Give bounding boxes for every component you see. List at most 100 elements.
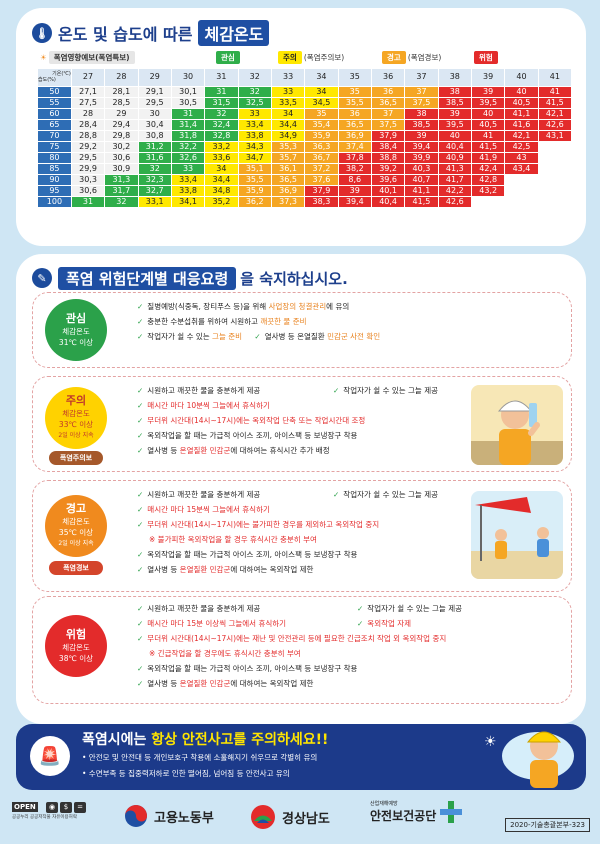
heat-index-cell: 34,4 — [204, 174, 239, 186]
humidity-header: 90 — [38, 174, 72, 186]
check-icon: ✓ — [137, 634, 144, 643]
heat-index-cell: 39 — [438, 108, 472, 120]
taegeuk-icon — [125, 805, 147, 827]
list-item: ✓ 열사병 등 온열질환 민감군에 대하여는 옥외작업 제한 — [137, 565, 314, 574]
siren-icon: 🚨 — [30, 736, 70, 776]
banner-line-2: • 수면부족 등 집중력저하로 인한 떨어짐, 넘어짐 등 안전사고 유의 — [82, 769, 290, 778]
level-alert: 경고 체감온도 35℃ 이상 2일 이상 지속 폭염경보 ✓ 시원하고 깨끗한 물… — [32, 480, 572, 592]
list-item: ✓ 시원하고 깨끗한 물을 충분하게 제공 ✓ 작업자가 쉴 수 있는 그늘 제공 — [137, 490, 439, 499]
heat-index-cell: 40,4 — [371, 196, 406, 208]
heat-index-cell: 39,5 — [471, 97, 506, 109]
check-icon: ✓ — [137, 505, 144, 514]
temperature-header: 39 — [471, 69, 506, 87]
heat-index-cell: 32 — [204, 108, 239, 120]
heat-index-cell: 35,1 — [238, 163, 272, 175]
heat-index-cell: 40 — [438, 130, 472, 142]
heat-index-cell — [538, 163, 573, 175]
heat-index-cell: 32 — [138, 163, 172, 175]
heat-index-cell: 30,4 — [138, 119, 172, 131]
temperature-header: 31 — [204, 69, 239, 87]
humidity-header: 50 — [38, 86, 72, 98]
heat-index-cell: 35 — [338, 86, 372, 98]
heat-index-cell: 35,3 — [271, 141, 306, 153]
heat-index-cell: 32,7 — [138, 185, 172, 197]
publication-code: 2020-기술총괄본부-323 — [505, 818, 590, 832]
heat-index-cell: 34,3 — [238, 141, 272, 153]
heat-index-cell: 37,9 — [304, 185, 339, 197]
heat-index-cell: 35,9 — [304, 130, 339, 142]
moel-logo: 고용노동부 — [124, 804, 214, 828]
heat-index-cell: 8,6 — [338, 174, 372, 186]
list-item: ✓ 열사병 등 온열질환 민감군에 대하여는 옥외작업 제한 — [137, 679, 314, 688]
temperature-header-row: 기온(℃) 습도(%) 27 28 29 30 31 32 33 34 35 36 37 38 39 40… — [38, 69, 573, 87]
danger-badge: 위험 체감온도 38℃ 이상 — [45, 615, 107, 677]
heat-index-cell: 39,4 — [338, 196, 372, 208]
heat-index-cell: 29,5 — [71, 152, 106, 164]
heat-index-cell: 41 — [538, 86, 573, 98]
level-warning: 주의 체감온도 33℃ 이상 2일 이상 지속 폭염주의보 ✓ 시원하고 깨끗한 … — [32, 376, 572, 472]
check-icon: ✓ — [357, 604, 364, 613]
heat-index-cell: 30,6 — [71, 185, 106, 197]
warning-items: ✓ 시원하고 깨끗한 물을 충분하게 제공 ✓ 작업자가 쉴 수 있는 그늘 제공 ✓… — [137, 383, 438, 458]
heat-index-cell: 39 — [404, 130, 439, 142]
heat-index-cell: 33 — [238, 108, 272, 120]
heat-index-cell: 37 — [404, 86, 439, 98]
check-icon: ✓ — [333, 490, 340, 499]
heat-index-cell: 40,4 — [438, 141, 472, 153]
check-icon: ✓ — [137, 416, 144, 425]
humidity-header: 65 — [38, 119, 72, 131]
heat-index-title: 🌡 온도 및 습도에 따른 체감온도 — [32, 20, 270, 46]
gyeongnam-logo: 경상남도 — [250, 804, 330, 830]
heat-index-cell: 41,7 — [438, 174, 472, 186]
list-item: ✓ 시원하고 깨끗한 물을 충분하게 제공 ✓ 작업자가 쉴 수 있는 그늘 제공 — [137, 604, 463, 613]
heat-index-cell: 41,1 — [404, 185, 439, 197]
list-item: ✓ 무더위 시간대(14시~17시)에는 재난 및 안전관리 등에 필요한 긴급조… — [137, 634, 447, 643]
heat-index-cell: 41 — [471, 130, 506, 142]
heat-index-cell: 30,8 — [138, 130, 172, 142]
heat-index-cell: 37,2 — [304, 163, 339, 175]
heat-index-cell: 36,5 — [271, 174, 306, 186]
heat-index-cell: 29,8 — [104, 130, 139, 142]
heat-index-cell: 35,5 — [238, 174, 272, 186]
humidity-header: 75 — [38, 141, 72, 153]
heat-index-cell: 28 — [71, 108, 106, 120]
table-row: 100 31 32 33,1 34,1 35,2 36,2 37,3 38,3 39,4 40,4 4… — [38, 196, 573, 208]
heat-index-cell: 30,1 — [171, 86, 206, 98]
check-icon: ✓ — [137, 619, 144, 628]
temperature-header: 38 — [438, 69, 472, 87]
legend-caution: 관심 — [216, 50, 240, 64]
table-row: 95 30,6 31,7 32,7 33,8 34,8 35,9 36,9 37,9 39 40,1… — [38, 185, 573, 197]
heat-index-cell: 38 — [404, 108, 439, 120]
banner-line-1: • 안전모 및 안전대 등 개인보호구 착용에 소홀해지기 쉬우므로 각별히 유… — [82, 753, 318, 762]
list-item: ✓ 옥외작업을 할 때는 가급적 아이스 조끼, 아이스팩 등 보냉장구 착용 — [137, 664, 358, 673]
heat-index-cell: 29 — [104, 108, 139, 120]
heat-index-cell: 31 — [71, 196, 106, 208]
legend-heat-forecast: ☀ 폭염영향예보(폭염특보) — [40, 50, 135, 64]
heat-index-cell: 34,1 — [171, 196, 206, 208]
heat-index-cell — [538, 174, 573, 186]
heat-index-cell: 28,4 — [71, 119, 106, 131]
heat-index-cell: 29,4 — [104, 119, 139, 131]
heat-index-cell — [538, 185, 573, 197]
heat-index-cell: 41,5 — [538, 97, 573, 109]
kosha-logo: 산업재해예방 안전보건공단 — [370, 800, 463, 824]
table-row: 80 29,5 30,6 31,6 32,6 33,6 34,7 35,7 36,7 37,8 38… — [38, 152, 573, 164]
heat-index-cell: 37,8 — [338, 152, 372, 164]
list-note: ※ 불가피한 옥외작업을 할 경우 휴식시간 충분히 부여 — [149, 535, 317, 544]
worker-sweating-illustration: ☀ — [484, 731, 574, 788]
heat-index-cell: 36,9 — [338, 130, 372, 142]
table-row: 55 27,5 28,5 29,5 30,5 31,5 32,5 33,5 34,5 35,5 36… — [38, 97, 573, 109]
heat-index-cell: 29,2 — [71, 141, 106, 153]
heat-index-cell — [504, 185, 539, 197]
table-row: 50 27,1 28,1 29,1 30,1 31 32 33 34 35 36 37 38 39 40 41 — [38, 86, 573, 98]
heat-index-cell: 36 — [371, 86, 406, 98]
heat-index-cell: 42,2 — [438, 185, 472, 197]
heat-index-cell: 42,1 — [504, 130, 539, 142]
heat-index-cell: 29,1 — [138, 86, 172, 98]
kosha-cross-icon — [440, 801, 463, 823]
humidity-header: 95 — [38, 185, 72, 197]
heat-index-cell: 37,5 — [404, 97, 439, 109]
table-row: 85 29,9 30,9 32 33 34 35,1 36,1 37,2 38,2 39,2 40,3… — [38, 163, 573, 175]
heat-index-cell: 43,4 — [504, 163, 539, 175]
heat-index-cell: 31,2 — [138, 141, 172, 153]
